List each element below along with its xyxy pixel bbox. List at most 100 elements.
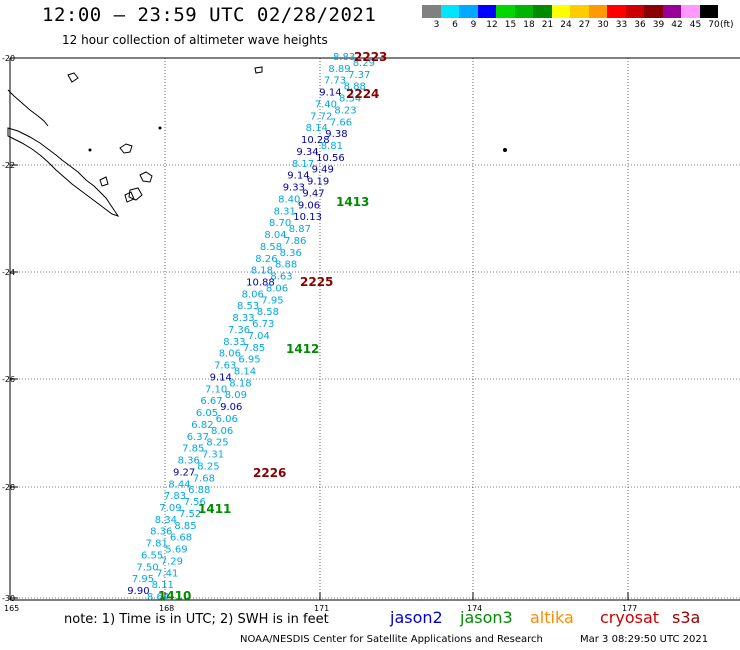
colorbar-label: 70 [708, 20, 720, 30]
lat-label: -28 [2, 483, 15, 492]
page-subtitle: 12 hour collection of altimeter wave hei… [62, 33, 328, 47]
swh-value: 10.13 [293, 212, 322, 223]
swh-value: 8.36 [280, 248, 302, 259]
swh-value: 7.41 [156, 568, 178, 579]
swh-value: 8.70 [269, 218, 291, 229]
swh-value: 7.56 [184, 497, 206, 508]
swh-value: 8.11 [152, 580, 174, 591]
swh-value: 8.34 [155, 515, 177, 526]
swh-value: 9.14 [287, 171, 309, 182]
colorbar-swatch [440, 5, 459, 18]
swh-value: 7.50 [136, 562, 158, 573]
colorbar-unit: (ft) [720, 20, 734, 30]
swh-value: 7.83 [164, 491, 186, 502]
swh-value: 8.36 [150, 527, 172, 538]
swh-value: 7.86 [284, 236, 306, 247]
lat-label: -22 [2, 161, 15, 170]
swh-value: 8.33 [232, 313, 254, 324]
swh-value: 9.14 [319, 88, 341, 99]
swh-value: 7.10 [205, 384, 227, 395]
legend-jason3: jason3 [460, 608, 513, 627]
colorbar-swatch [422, 5, 441, 18]
swh-value: 8.17 [292, 159, 314, 170]
swh-value: 8.25 [206, 438, 228, 449]
swh-value: 7.52 [179, 509, 201, 520]
swh-value: 10.56 [316, 153, 345, 164]
swh-value: 8.18 [229, 378, 251, 389]
swh-value: 8.36 [178, 456, 200, 467]
swh-value: 7.95 [132, 574, 154, 585]
swh-value: 7.09 [159, 503, 181, 514]
colorbar-label: 18 [523, 20, 535, 30]
swh-value: 8.14 [306, 123, 328, 134]
swh-value: 8.58 [257, 307, 279, 318]
new-caledonia-coast [7, 127, 120, 217]
swh-value: 8.04 [264, 230, 286, 241]
colorbar-label: 27 [578, 20, 591, 30]
swh-value: 6.82 [191, 420, 213, 431]
colorbar-swatch [459, 5, 478, 18]
swh-value: 7.68 [193, 473, 215, 484]
swh-value: 8.09 [225, 390, 247, 401]
swh-observations: 8.838.298.897.377.738.889.148.547.408.23… [127, 52, 375, 603]
track-time-label: 1411 [198, 502, 231, 516]
swh-value: 9.90 [127, 586, 149, 597]
swh-value: 9.14 [210, 372, 232, 383]
colorbar-label: 42 [671, 20, 683, 30]
colorbar-label: 9 [470, 20, 477, 30]
swh-value: 8.33 [223, 337, 245, 348]
swh-value: 10.28 [301, 135, 330, 146]
colorbar-swatch [570, 5, 589, 18]
swh-value: 8.06 [266, 283, 288, 294]
swh-value: 6.73 [252, 319, 274, 330]
lon-label: 177 [622, 604, 637, 613]
swh-value: 9.33 [283, 183, 305, 194]
swh-value: 8.25 [197, 462, 219, 473]
swh-value: 8.06 [211, 426, 233, 437]
swh-value: 6.88 [188, 485, 210, 496]
legend-s3a: s3a [672, 608, 701, 627]
swh-value: 5.69 [165, 545, 187, 556]
swh-value: 9.06 [220, 402, 242, 413]
legend-jason2: jason2 [390, 608, 443, 627]
swh-value: 7.95 [261, 295, 283, 306]
swh-value: 7.85 [243, 343, 265, 354]
swh-value: 7.04 [248, 331, 270, 342]
swh-value: 7.63 [214, 361, 236, 372]
page-title: 12:00 – 23:59 UTC 02/28/2021 [42, 4, 377, 26]
land-outlines [7, 66, 507, 217]
loyalty-island-1 [119, 143, 133, 154]
swh-value: 8.88 [344, 82, 366, 93]
swh-value: 9.06 [298, 200, 320, 211]
swh-value: 7.37 [348, 70, 370, 81]
colorbar-label: 3 [433, 20, 440, 30]
track-time-label: 2223 [354, 50, 387, 64]
lon-label: 174 [467, 604, 482, 613]
swh-value: 7.72 [310, 111, 332, 122]
legend-cryosat: cryosat [600, 608, 660, 627]
swh-value: 8.85 [174, 521, 196, 532]
lat-label: -26 [2, 375, 15, 384]
swh-value: 7.40 [315, 100, 337, 111]
swh-value: 7.66 [330, 117, 352, 128]
loyalty-island-3 [128, 187, 143, 201]
colorbar-swatch [551, 5, 570, 18]
swh-value: 8.23 [334, 105, 356, 116]
colorbar-swatch [533, 5, 552, 18]
swh-value: 8.58 [260, 242, 282, 253]
swh-value: 9.19 [307, 177, 329, 188]
swh-value: 8.64 [147, 592, 169, 603]
swh-value: 6.55 [141, 551, 163, 562]
colorbar: 3 6 9 12 15 18 21 24 27 30 33 36 39 42 45 70 (ft) [422, 5, 740, 35]
lat-label: -30 [2, 594, 15, 603]
loyalty-island-2 [139, 171, 153, 183]
swh-value: 8.83 [333, 52, 355, 63]
swh-value: 9.38 [325, 129, 347, 140]
lon-label: 168 [159, 604, 174, 613]
colorbar-label: 21 [541, 20, 554, 30]
swh-value: 8.29 [353, 58, 375, 69]
colorbar-swatch [514, 5, 533, 18]
